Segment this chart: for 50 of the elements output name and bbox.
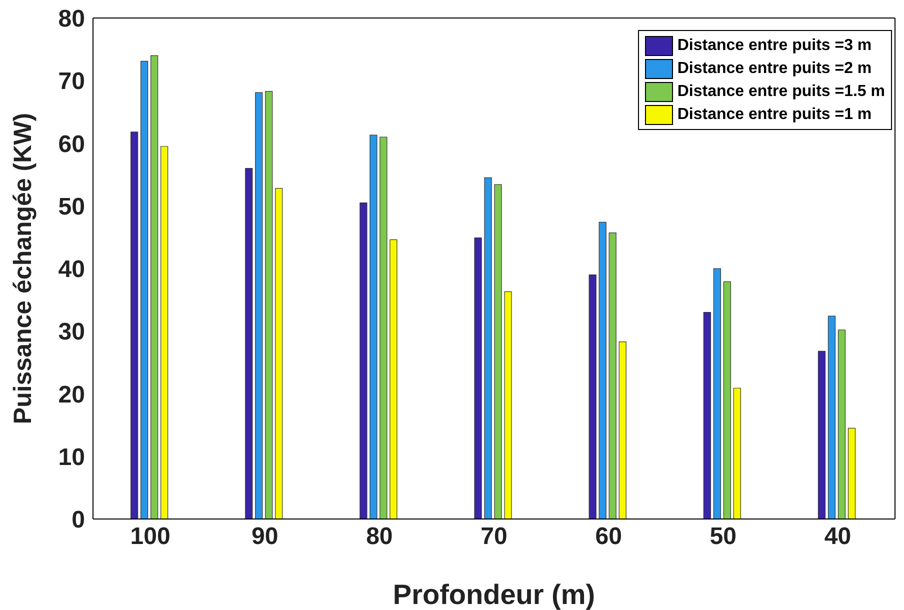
x-axis-title: Profondeur (m) <box>392 579 596 610</box>
x-tick-label: 80 <box>366 523 393 550</box>
bar <box>703 312 711 519</box>
y-tick-label: 40 <box>58 256 85 284</box>
bar <box>618 341 626 519</box>
bar <box>818 350 826 519</box>
bar <box>390 239 398 519</box>
y-tick-label: 0 <box>72 506 85 534</box>
legend-label: Distance entre puits =3 m <box>677 36 872 54</box>
x-tick-label: 60 <box>595 523 622 550</box>
bar <box>608 232 616 519</box>
bar <box>723 281 731 519</box>
x-tick-label: 70 <box>480 523 508 550</box>
y-tick-label: 10 <box>58 444 85 471</box>
legend-label: Distance entre puits =1.5 m <box>677 82 885 100</box>
bar <box>504 291 512 519</box>
x-tick-label: 90 <box>252 523 278 550</box>
bar <box>160 146 168 519</box>
bar <box>598 222 606 519</box>
bar <box>494 184 502 519</box>
bar <box>245 168 253 519</box>
bar <box>828 316 836 519</box>
y-tick-label: 70 <box>58 68 85 96</box>
y-tick-label: 50 <box>58 193 85 220</box>
legend-label: Distance entre puits =1 m <box>677 106 872 124</box>
bar <box>733 388 741 519</box>
bar <box>474 238 482 519</box>
bar <box>370 134 378 519</box>
bar <box>588 274 596 519</box>
y-tick-label: 80 <box>58 6 85 33</box>
bar <box>130 132 138 519</box>
bar <box>380 136 388 519</box>
x-tick-label: 40 <box>824 523 852 550</box>
x-tick-label: 100 <box>130 523 170 550</box>
bar <box>838 330 846 519</box>
bar <box>484 177 492 519</box>
bar <box>150 55 158 519</box>
legend-label: Distance entre puits =2 m <box>677 60 872 78</box>
y-tick-label: 60 <box>58 130 85 158</box>
y-tick-label: 20 <box>58 381 85 408</box>
y-tick-label: 30 <box>58 318 85 346</box>
bar <box>255 92 263 519</box>
bar <box>848 428 856 519</box>
bar <box>713 268 721 519</box>
bar <box>265 90 273 519</box>
x-tick-label: 50 <box>710 523 736 550</box>
bar <box>275 188 283 519</box>
bar <box>360 202 368 519</box>
bar <box>140 60 148 519</box>
y-axis-title: Puissance échangée (KW) <box>8 112 37 424</box>
